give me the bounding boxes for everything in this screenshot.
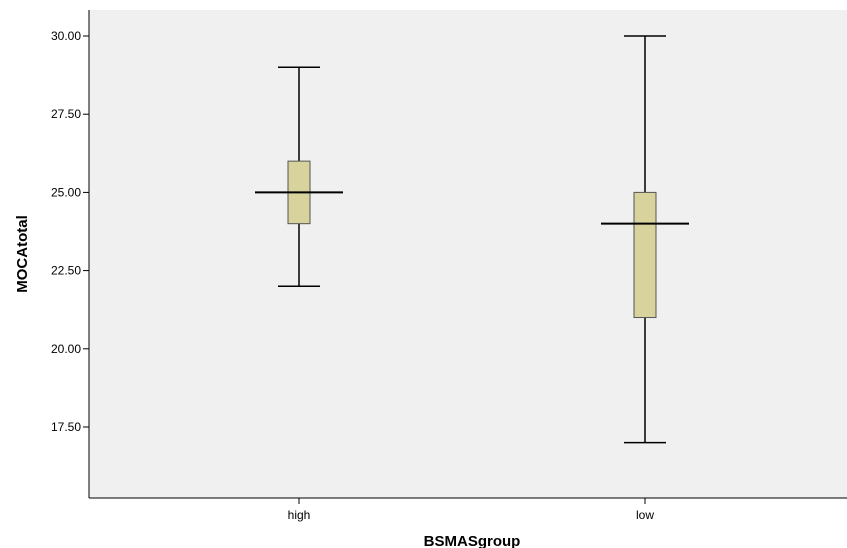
iqr-box	[633, 191, 657, 319]
y-tick-label: 22.50	[51, 264, 81, 278]
y-tick-label: 20.00	[51, 342, 81, 356]
boxes	[255, 35, 689, 444]
y-tick-label: 27.50	[51, 107, 81, 121]
y-tick-label: 17.50	[51, 420, 81, 434]
x-axis-ticks: high low	[288, 498, 654, 522]
box-low	[601, 35, 689, 444]
plot-area	[89, 10, 847, 498]
x-tick-label: high	[288, 508, 311, 522]
x-tick-label: low	[636, 508, 654, 522]
y-axis-title: MOCAtotal	[14, 215, 31, 293]
y-tick-label: 30.00	[51, 29, 81, 43]
box-high	[255, 66, 343, 287]
y-axis-ticks: 17.50 20.00 22.50 25.00 27.50 30.00	[51, 29, 89, 434]
x-axis-title: BSMASgroup	[424, 533, 521, 548]
y-tick-label: 25.00	[51, 185, 81, 199]
